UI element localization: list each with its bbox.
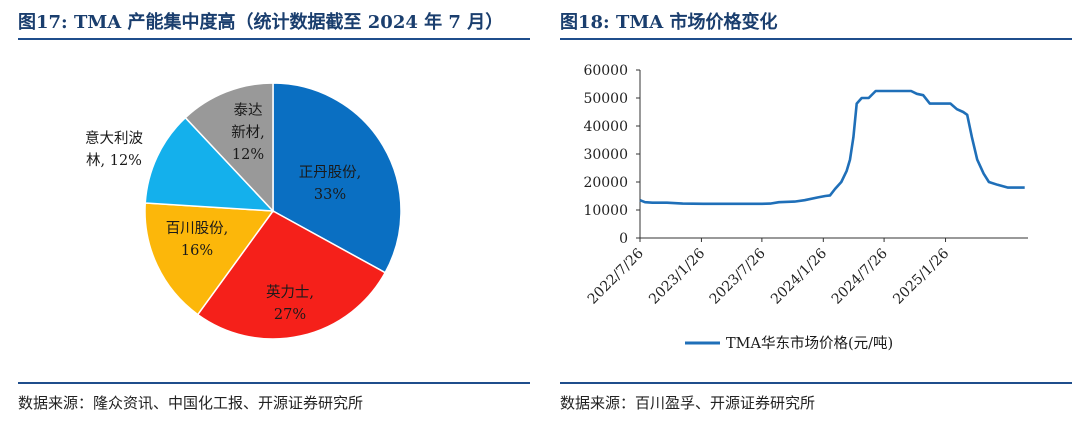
legend-label: TMA华东市场价格(元/吨) <box>726 335 893 352</box>
y-tick-label: 60000 <box>583 63 628 79</box>
pie-source-note: 数据来源：隆众资讯、中国化工报、开源证券研究所 <box>18 394 364 412</box>
pie-chart: 正丹股份, 33% 英力士, 27% 百川股份, 16% 意大利波林, 12% 泰达新材, 12… <box>85 82 402 340</box>
y-tick-label: 40000 <box>583 119 628 135</box>
pie-label-1: 正丹股份, 33% <box>299 164 362 203</box>
pie-slice-1 <box>272 82 402 274</box>
y-tick-label: 50000 <box>583 91 628 107</box>
line-top-rule <box>560 38 1072 40</box>
pie-bottom-rule <box>18 382 530 384</box>
pie-figure-title: 图17: TMA 产能集中度高（统计数据截至 2024 年 7 月） <box>18 12 504 33</box>
x-tick-label: 2025/1/26 <box>890 245 952 307</box>
price-series-line <box>639 89 1025 206</box>
x-tick-label: 2023/7/26 <box>707 245 769 307</box>
pie-label-4: 意大利波林, 12% <box>85 129 143 169</box>
line-chart: 0 10000 20000 30000 40000 50000 60000 2022/7/26… <box>583 63 1028 352</box>
pie-label-2: 英力士, 27% <box>266 283 314 323</box>
x-tick-label: 2023/1/26 <box>646 245 708 307</box>
pie-label-5: 泰达新材, 12% <box>231 102 265 163</box>
pie-panel: 图17: TMA 产能集中度高（统计数据截至 2024 年 7 月） 正丹股份,… <box>18 12 530 412</box>
line-source-note: 数据来源：百川盈孚、开源证券研究所 <box>560 394 816 412</box>
pie-top-rule <box>18 38 530 40</box>
pie-slice-3 <box>144 202 275 316</box>
y-tick-label: 30000 <box>583 147 628 163</box>
pie-slice-5 <box>184 82 274 213</box>
line-figure-title: 图18: TMA 市场价格变化 <box>560 12 778 33</box>
line-bottom-rule <box>560 382 1072 384</box>
pie-label-3: 百川股份, 16% <box>166 220 229 259</box>
pie-slice-2 <box>196 210 387 340</box>
y-tick-label: 10000 <box>583 203 628 219</box>
y-tick-label: 0 <box>619 231 628 247</box>
pie-slice-4 <box>144 116 275 212</box>
line-panel: 图18: TMA 市场价格变化 0 10000 20000 30000 40000 500… <box>560 0 1080 423</box>
x-tick-label: 2024/7/26 <box>829 245 891 307</box>
x-tick-label: 2022/7/26 <box>585 245 647 307</box>
x-tick-label: 2024/1/26 <box>768 245 830 307</box>
y-tick-label: 20000 <box>583 175 628 191</box>
